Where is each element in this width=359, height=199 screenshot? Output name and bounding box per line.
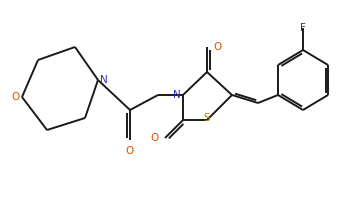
Text: O: O	[126, 146, 134, 156]
Text: O: O	[213, 42, 221, 52]
Text: F: F	[300, 23, 306, 33]
Text: N: N	[173, 90, 181, 100]
Text: O: O	[151, 133, 159, 143]
Text: O: O	[11, 92, 19, 102]
Text: N: N	[100, 75, 108, 85]
Text: S: S	[204, 113, 210, 123]
